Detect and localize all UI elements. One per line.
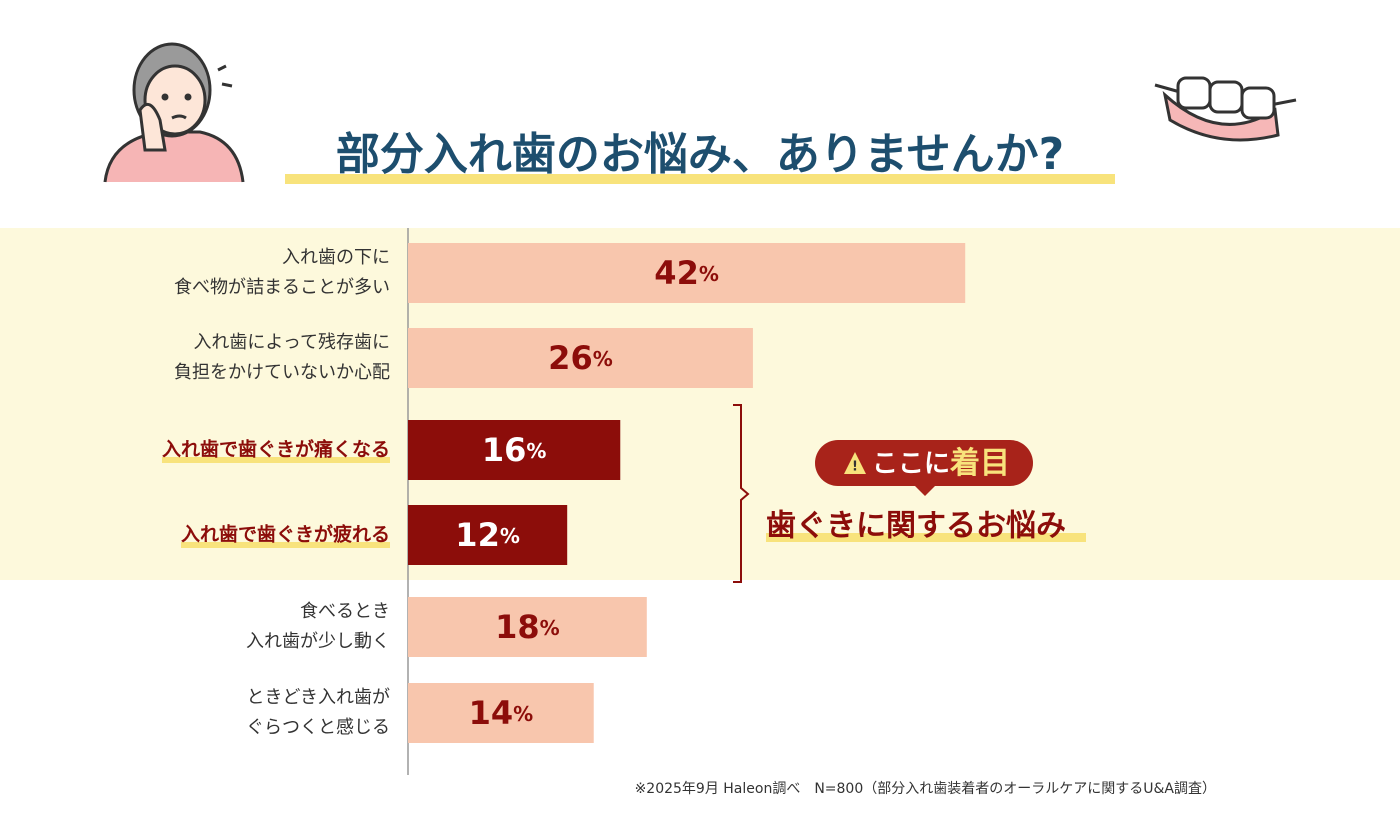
category-label: 入れ歯で歯ぐきが痛くなる [162,438,390,461]
title-underline [285,174,1115,184]
category-label: 入れ歯で歯ぐきが疲れる [181,523,390,546]
value-number: 42 [654,254,699,292]
value-unit: % [513,702,533,726]
bracket [733,404,750,583]
value-unit: % [526,439,546,463]
value-unit: % [540,616,560,640]
category-label: 入れ歯によって残存歯に [193,332,390,353]
bar [408,420,621,480]
footnote: ※2025年9月 Haleon調べ N=800（部分入れ歯装着者のオーラルケアに… [635,781,1216,797]
bar [408,597,647,657]
value-number: 18 [495,608,540,646]
annotation-badge: ! [815,440,1033,496]
value-number: 16 [482,431,527,469]
value-unit: % [593,347,613,371]
annotation-text: 歯ぐきに関するお悩み [766,509,1066,544]
value-number: 12 [455,516,500,554]
badge-text: ここに [872,449,950,479]
category-label: 食べるとき [300,601,390,622]
value-label: 14% [469,694,534,732]
annotation-badge-text: ここに着目 [872,446,1010,481]
category-label: 入れ歯の下に [282,247,390,268]
value-number: 14 [469,694,514,732]
category-label: ぐらつくと感じる [246,717,390,738]
value-number: 26 [548,339,593,377]
category-label: ときどき入れ歯が [247,687,390,708]
category-label: 食べ物が詰まることが多い [174,277,390,298]
bar [408,243,966,303]
value-label: 12% [455,516,520,554]
category-underline [180,542,390,548]
chart-title: 部分入れ歯のお悩み、ありませんか? [336,129,1064,180]
value-label: 16% [482,431,547,469]
category-label: 入れ歯が少し動く [246,631,390,652]
badge-emphasis: 着目 [950,446,1010,481]
category-label: 負担をかけていないか心配 [174,362,390,383]
bar [408,505,568,565]
value-label: 18% [495,608,560,646]
svg-text:!: ! [852,460,858,475]
bar [408,683,594,743]
bar [408,328,753,388]
teeth-illustration [1154,76,1297,142]
person-illustration [103,42,245,183]
annotation-underline [766,533,1086,542]
value-label: 26% [548,339,613,377]
value-unit: % [699,262,719,286]
value-label: 42% [654,254,719,292]
value-unit: % [500,524,520,548]
category-underline [161,457,390,463]
